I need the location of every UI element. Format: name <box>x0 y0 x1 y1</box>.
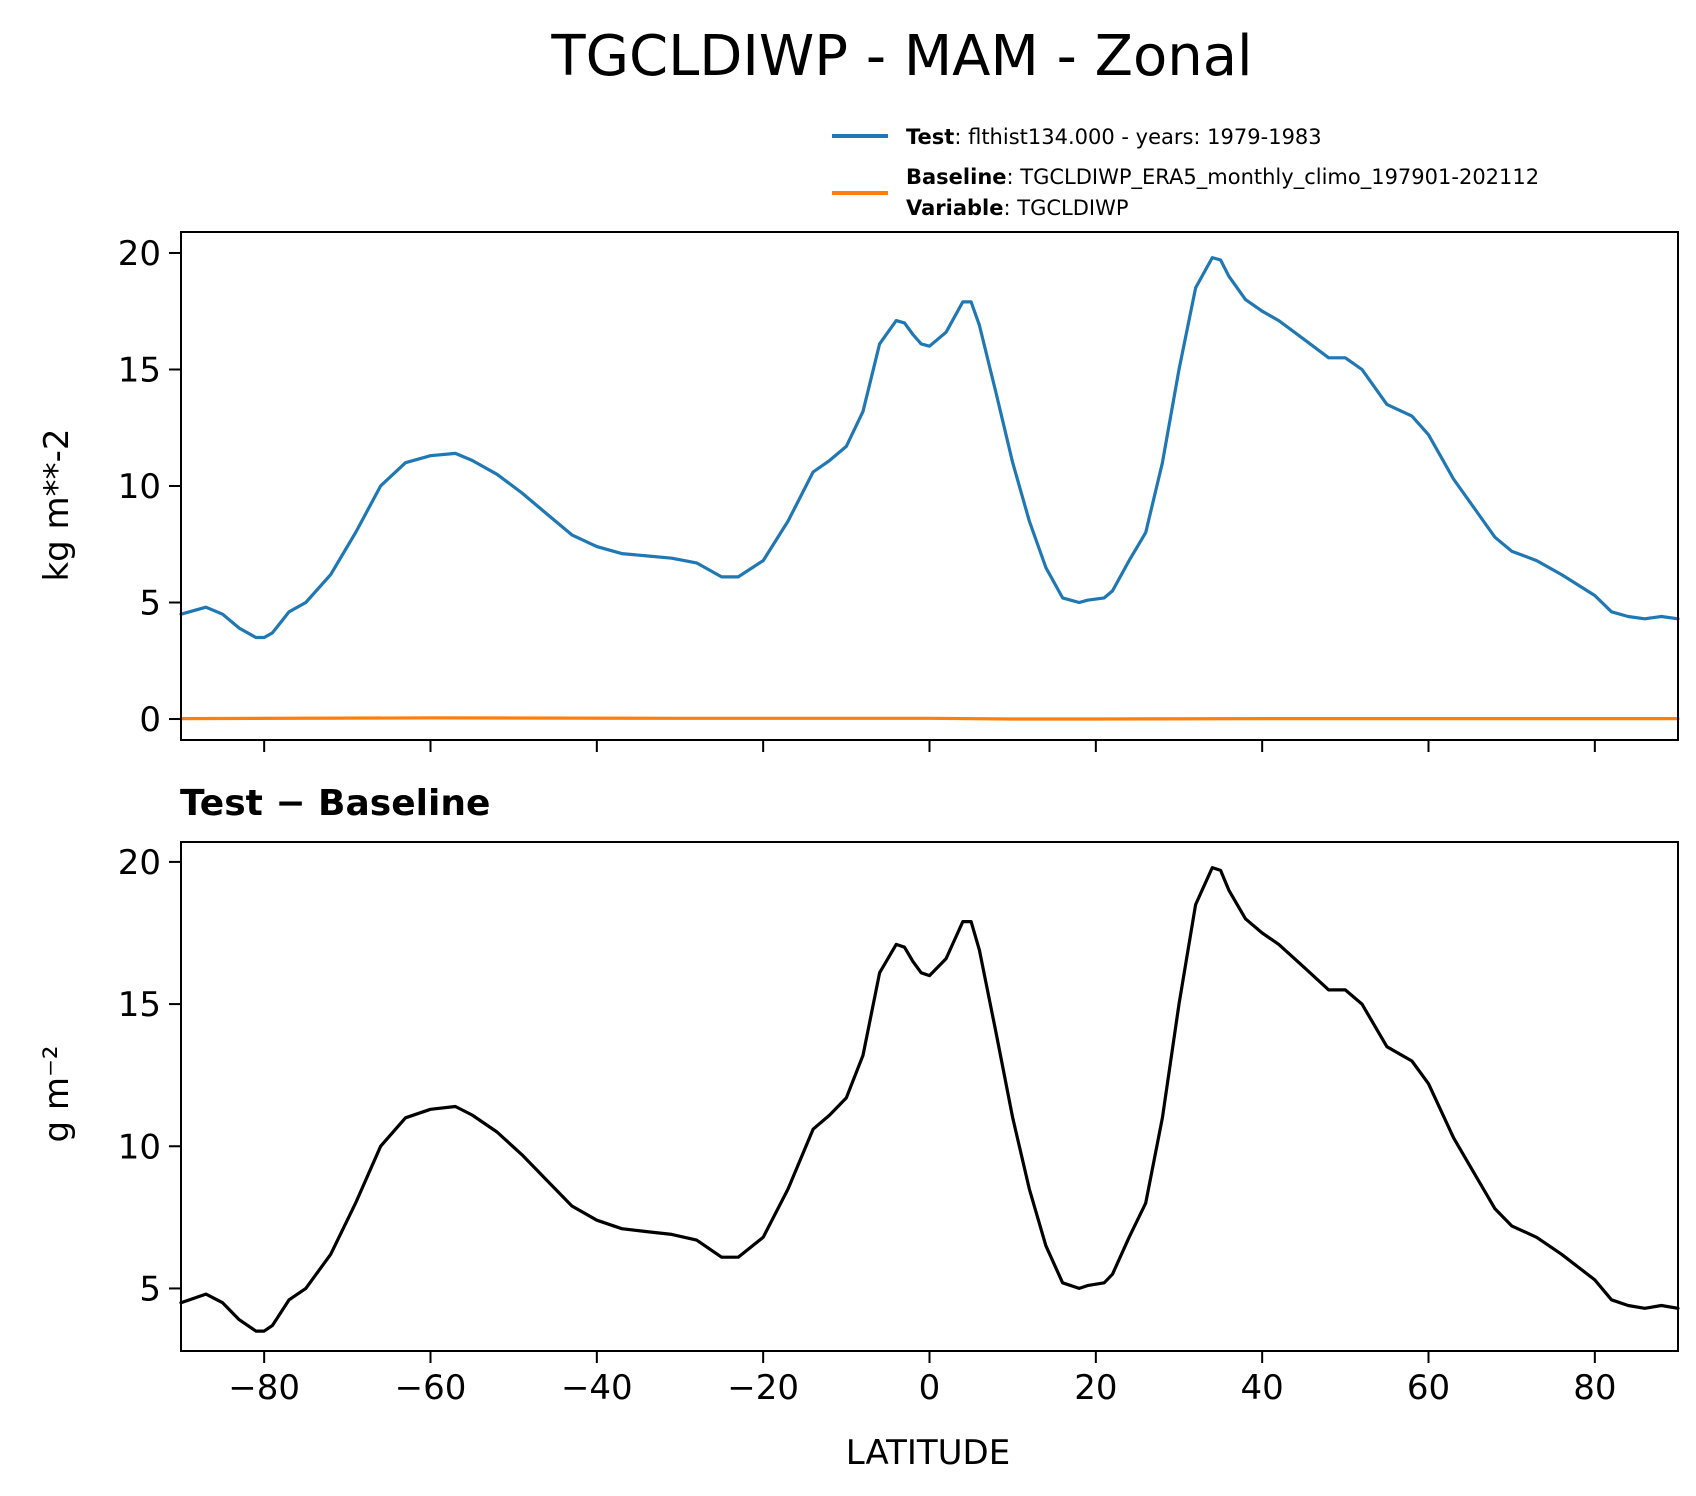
legend-baseline-label: Baseline: TGCLDIWP_ERA5_monthly_climo_19… <box>906 165 1539 190</box>
bottom-ytick-label: 5 <box>139 1269 161 1309</box>
bottom-xtick-label: 80 <box>1573 1368 1616 1408</box>
top-ylabel: kg m**-2 <box>37 428 77 581</box>
top-ytick-label: 0 <box>139 700 161 740</box>
legend-variable-label: Variable: TGCLDIWP <box>906 196 1129 220</box>
bottom-xtick-label: 60 <box>1407 1368 1450 1408</box>
bottom-series-diff <box>179 865 1680 1333</box>
bottom-xtick-label: −80 <box>228 1368 300 1408</box>
top-ytick-label: 20 <box>118 234 161 274</box>
bottom-ytick-label: 20 <box>118 843 161 883</box>
top-series-test <box>179 256 1680 640</box>
bottom-xtick-label: 40 <box>1241 1368 1284 1408</box>
top-ytick-label: 5 <box>139 584 161 624</box>
bottom-ytick-label: 15 <box>118 985 161 1025</box>
bottom-xtick-label: −40 <box>561 1368 633 1408</box>
legend: Test: flthist134.000 - years: 1979-1983 … <box>832 125 1539 220</box>
x-axis-label: LATITUDE <box>846 1433 1010 1473</box>
top-series-baseline <box>179 716 1680 721</box>
bottom-xtick-label: −20 <box>727 1368 799 1408</box>
bottom-ylabel: g m⁻² <box>37 1045 77 1142</box>
bottom-xtick-label: 0 <box>919 1368 941 1408</box>
bottom-xtick-label: −60 <box>395 1368 467 1408</box>
top-panel: kg m**-2 0 5 10 15 20 <box>37 231 1680 752</box>
bottom-xtick-label: 20 <box>1074 1368 1117 1408</box>
legend-test-label: Test: flthist134.000 - years: 1979-1983 <box>906 125 1322 149</box>
top-ytick-label: 15 <box>118 350 161 390</box>
bottom-panel-title: Test − Baseline <box>180 783 490 824</box>
figure-title: TGCLDIWP - MAM - Zonal <box>550 24 1252 89</box>
top-ytick-label: 10 <box>118 467 161 507</box>
bottom-panel: Test − Baseline g m⁻² LATITUDE 5 10 15 20 −8… <box>37 783 1680 1473</box>
bottom-ytick-label: 10 <box>118 1127 161 1167</box>
